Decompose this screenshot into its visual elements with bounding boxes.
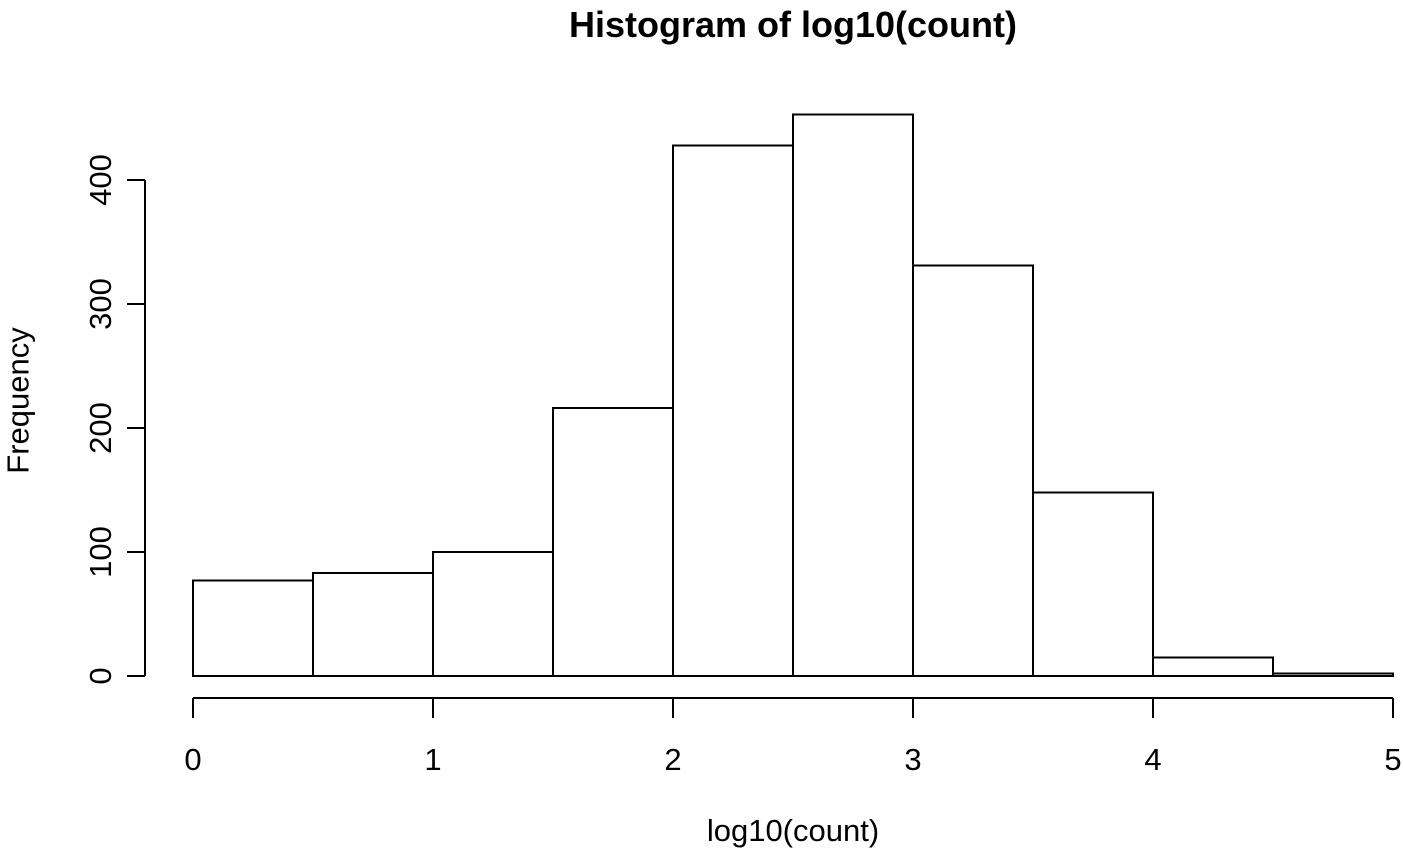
histogram-bar: [672, 144, 794, 677]
histogram-bar: [192, 579, 314, 678]
histogram-bar: [312, 572, 434, 678]
histogram-bar: [1152, 656, 1274, 678]
y-axis-title: Frequency: [0, 327, 36, 474]
histogram-bar: [1272, 672, 1394, 678]
x-axis-tick-label: 1: [424, 742, 441, 777]
y-axis-tick-label: 300: [83, 278, 118, 330]
x-axis-tick-label: 2: [664, 742, 681, 777]
y-axis-tick-label: 0: [83, 667, 118, 684]
chart-title: Histogram of log10(count): [569, 4, 1017, 45]
x-axis-title: log10(count): [706, 813, 880, 848]
x-axis-tick-label: 4: [1144, 742, 1161, 777]
histogram-bar: [792, 113, 914, 677]
x-axis-tick-label: 0: [184, 742, 201, 777]
y-axis-tick-label: 100: [83, 526, 118, 578]
histogram-bar: [432, 551, 554, 677]
histogram-bar: [552, 407, 674, 677]
x-axis-tick-label: 5: [1384, 742, 1401, 777]
histogram-bar: [912, 264, 1034, 677]
y-axis-tick-label: 400: [83, 154, 118, 206]
y-axis-tick-label: 200: [83, 402, 118, 454]
histogram-bar: [1032, 491, 1154, 678]
x-axis-tick-label: 3: [904, 742, 921, 777]
